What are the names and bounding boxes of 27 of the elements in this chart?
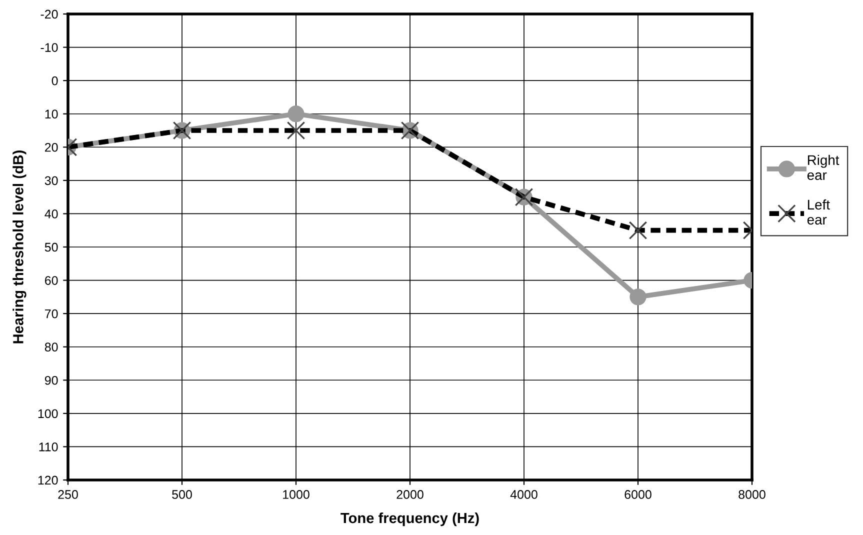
y-axis-title: Hearing threshold level (dB) xyxy=(12,150,26,344)
y-tick-label: -20 xyxy=(40,10,58,19)
y-tick-label: -10 xyxy=(40,43,58,52)
y-tick-label: 80 xyxy=(44,342,58,352)
x-tick-label: 2000 xyxy=(396,490,424,499)
x-tick-label: 8000 xyxy=(738,490,766,499)
y-tick-label: 40 xyxy=(44,210,58,218)
y-tick-label: 10 xyxy=(45,110,58,119)
y-tick-label: 50 xyxy=(44,242,58,252)
y-tick-label: 20 xyxy=(45,142,58,152)
legend-label: Right ear xyxy=(807,154,840,180)
x-axis-title: Tone frequency (Hz) xyxy=(340,512,479,526)
y-tick-label: 60 xyxy=(45,276,58,285)
x-tick-label: 1000 xyxy=(283,490,310,499)
y-tick-label: 90 xyxy=(44,376,58,385)
x-tick-label: 6000 xyxy=(624,490,652,499)
y-tick-label: 30 xyxy=(44,176,58,186)
y-tick-label: 120 xyxy=(38,476,58,485)
legend-label: Left ear xyxy=(807,199,830,225)
x-tick-label: 250 xyxy=(58,490,78,499)
point xyxy=(288,106,304,122)
y-tick-label: 110 xyxy=(39,442,58,452)
y-tick-label: 70 xyxy=(45,309,58,318)
x-tick-label: 4000 xyxy=(510,490,538,499)
x-tick-label: 500 xyxy=(172,490,192,499)
y-tick-label: 0 xyxy=(52,76,58,86)
y-tick-label: 100 xyxy=(38,409,58,418)
